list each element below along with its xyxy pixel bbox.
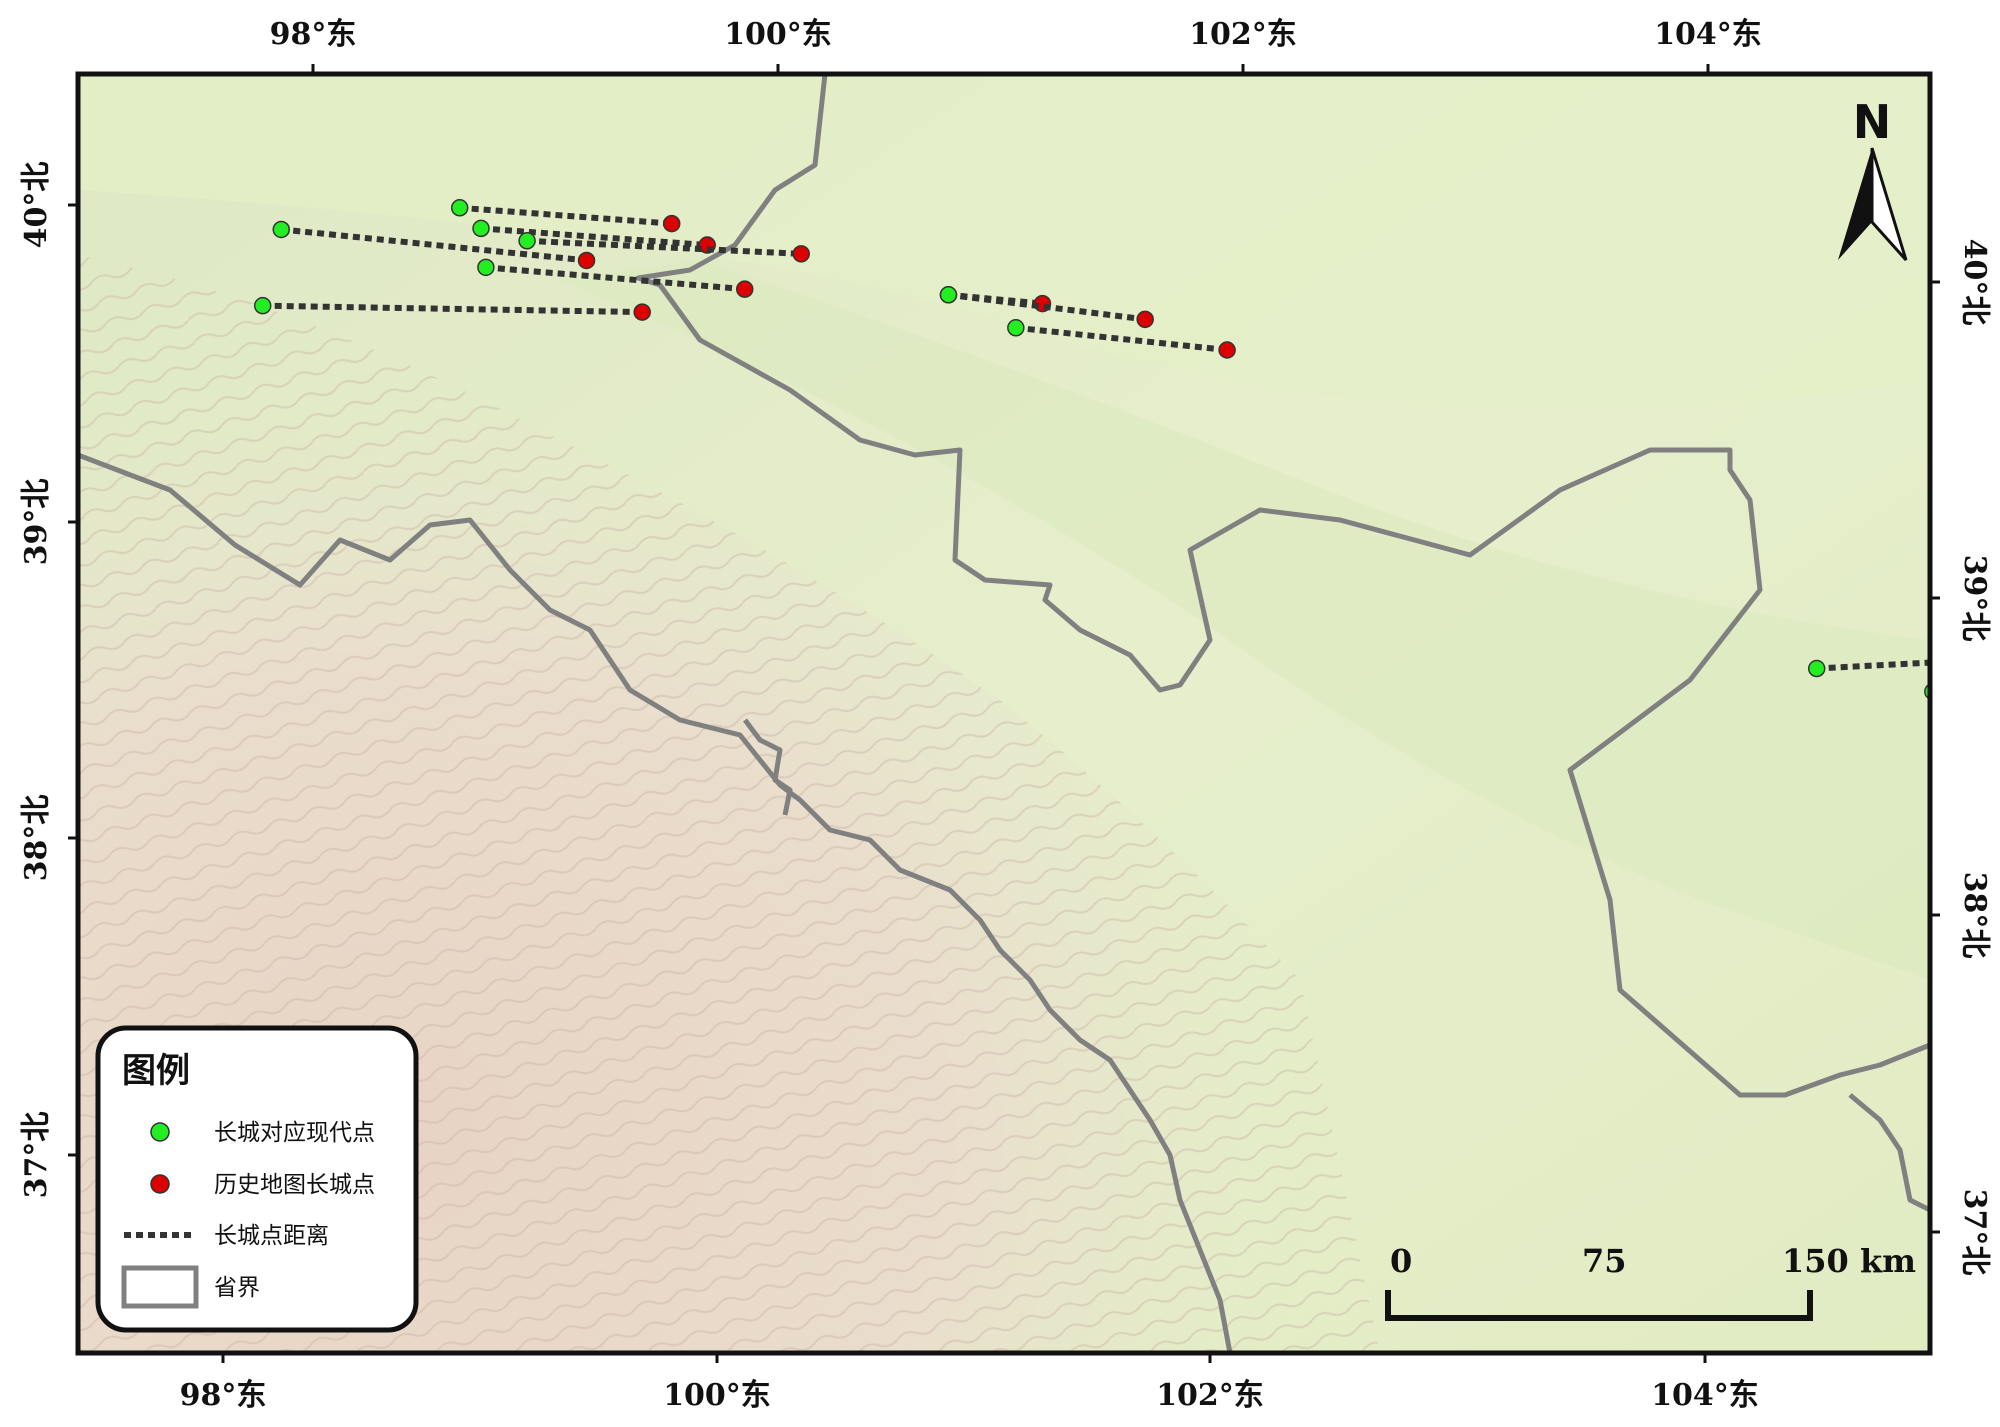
distance-line: [480, 225, 708, 249]
modern-point: [1007, 319, 1025, 337]
distance-line: [262, 302, 643, 316]
point-pair: [450, 199, 681, 233]
modern-point: [1807, 659, 1826, 678]
bottom-tick-label: 100°东: [663, 1378, 771, 1413]
legend-item-distance: 长城点距离: [214, 1223, 329, 1249]
right-tick-label: 38°北: [1957, 872, 1992, 959]
legend-item-historical: 历史地图长城点: [214, 1172, 375, 1198]
point-pair: [939, 286, 1154, 329]
scale-label-75: 75: [1582, 1242, 1627, 1280]
point-pair: [518, 232, 810, 263]
modern-point: [450, 199, 469, 217]
bottom-tick-label: 98°东: [180, 1378, 267, 1413]
province-boundaries: [78, 74, 1930, 1353]
point-pair: [477, 258, 754, 298]
modern-point: [1924, 683, 1930, 700]
top-tick-label: 98°东: [270, 17, 357, 52]
map-frame: [75, 71, 1933, 1356]
left-tick-label: 37°北: [19, 1112, 54, 1199]
legend: 图例 长城对应现代点 历史地图长城点 长城点距离 省界: [95, 1025, 419, 1333]
point-pair: [1807, 651, 1997, 678]
left-tick-label: 39°北: [19, 479, 54, 566]
modern-point: [518, 232, 536, 250]
historical-point: [1218, 341, 1236, 359]
top-tick-label: 102°东: [1189, 17, 1297, 52]
boundary-rect-icon: [121, 1265, 199, 1309]
modern-point: [477, 258, 495, 277]
north-label: N: [1853, 95, 1892, 149]
bottom-tick-label: 102°东: [1156, 1378, 1264, 1413]
red-dot-icon: [150, 1174, 170, 1194]
point-pair: [272, 220, 596, 270]
historical-point: [735, 280, 754, 298]
legend-item-modern: 长城对应现代点: [214, 1120, 375, 1146]
modern-point: [939, 286, 958, 304]
scale-bar-line: [1385, 1290, 1813, 1321]
north-arrow-icon: [1838, 147, 1908, 262]
historical-point: [577, 251, 596, 270]
legend-item-boundary: 省界: [214, 1275, 260, 1301]
legend-box: [95, 1025, 419, 1333]
historical-point: [1981, 651, 1997, 667]
left-tick-label: 38°北: [19, 795, 54, 882]
distance-line: [1816, 659, 1930, 672]
graticule-labels: 98°东 100°东 102°东 104°东 98°东 100°东 102°东 104°东 40…: [19, 17, 1992, 1413]
north-arrow: N: [1838, 95, 1908, 262]
legend-title: 图例: [122, 1051, 190, 1091]
modern-point: [253, 296, 272, 315]
point-pair: [1007, 319, 1236, 359]
scale-label-0: 0: [1390, 1242, 1412, 1280]
distance-line: [948, 291, 1146, 323]
right-tick-label: 37°北: [1957, 1189, 1992, 1276]
top-tick-label: 100°东: [724, 17, 832, 52]
modern-point: [472, 219, 490, 238]
distance-line: [1933, 681, 2000, 692]
historical-point: [662, 214, 681, 233]
historical-point: [1136, 310, 1154, 329]
point-pairs-layer: [253, 199, 2000, 700]
distance-line: [485, 264, 745, 293]
right-tick-label: 39°北: [1957, 555, 1992, 642]
left-tick-label: 40°北: [19, 162, 54, 249]
point-pair: [253, 296, 651, 321]
historical-point: [633, 303, 651, 321]
historical-point: [792, 245, 810, 263]
scale-label-150: 150 km: [1782, 1242, 1916, 1280]
distance-line: [526, 237, 802, 257]
modern-point: [272, 220, 291, 239]
top-tick-label: 104°东: [1654, 17, 1762, 52]
point-pair: [1924, 681, 2000, 700]
green-dot-icon: [150, 1122, 170, 1142]
distance-line: [280, 226, 587, 264]
right-tick-label: 40°北: [1957, 239, 1992, 326]
scale-bar: 0 75 150 km: [1385, 1242, 1916, 1321]
bottom-tick-label: 104°东: [1651, 1378, 1759, 1413]
